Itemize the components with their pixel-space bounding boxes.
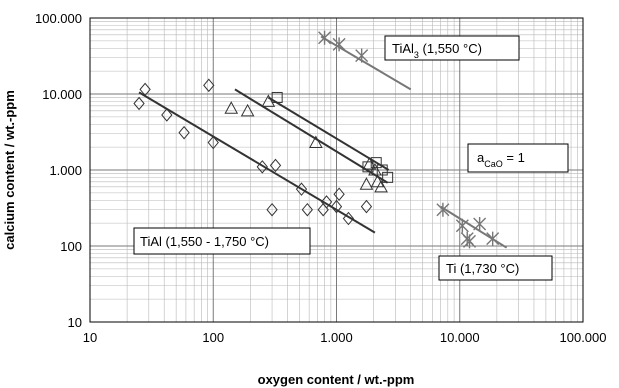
annotation-acao: aCaO = 1 [467, 143, 569, 173]
diamond-point [360, 199, 373, 214]
diamond-point [178, 125, 190, 140]
diamond-point [320, 195, 333, 209]
annotation-acao-box [467, 143, 569, 173]
annotation-acao-text: aCaO = 1 [477, 150, 525, 169]
x-tick-label: 100 [202, 330, 224, 345]
diamond-point [333, 187, 345, 202]
y-axis-title: calcium content / wt.-ppm [2, 90, 17, 250]
diamond-point [330, 199, 343, 214]
x-tick-label: 1.000 [320, 330, 353, 345]
x-tick-labels: 10 100 1.000 10.000 100.000 [83, 330, 607, 345]
y-tick-label: 10.000 [42, 87, 82, 102]
annotation-tial-box [133, 227, 311, 255]
star-point [486, 231, 500, 246]
triangle-point [240, 103, 255, 117]
diamond-point [161, 108, 173, 122]
x-tick-label: 100.000 [560, 330, 607, 345]
fit-line [267, 96, 390, 171]
annotation-tial3-text: TiAl3 (1,550 °C) [392, 41, 482, 60]
diamond-point [139, 82, 151, 97]
annotation-ti: Ti (1,730 °C) [438, 255, 553, 281]
triangle-point [224, 101, 239, 114]
fit-line [234, 88, 389, 184]
fit-line [138, 91, 376, 234]
plot-frame [89, 17, 584, 323]
annotation-ti-box [438, 255, 553, 281]
triangle-point [309, 135, 323, 149]
star-point [455, 218, 469, 233]
star-point [473, 216, 487, 231]
x-axis-title: oxygen content / wt.-ppm [258, 372, 415, 387]
diamond-point [269, 158, 282, 173]
diamond-point [256, 160, 268, 174]
y-tick-label: 10 [68, 315, 82, 330]
annotation-tial3: TiAl3 (1,550 °C) [384, 35, 520, 61]
square-point [382, 171, 394, 183]
triangle-point [362, 156, 377, 170]
data-points [133, 30, 500, 249]
annotation-tial3-box [384, 35, 520, 61]
y-tick-label: 1.000 [49, 163, 82, 178]
diamond-point [266, 202, 278, 217]
star-point [332, 37, 346, 52]
star-point [463, 234, 477, 249]
square-point [370, 157, 382, 169]
square-point [271, 91, 283, 103]
square-point [362, 161, 374, 173]
star-point [318, 30, 332, 45]
diamond-point [203, 78, 215, 93]
diamond-point [207, 135, 219, 150]
diamond-point [295, 182, 308, 196]
annotation-tial: TiAl (1,550 - 1,750 °C) [133, 227, 311, 255]
triangle-point [374, 179, 388, 193]
star-point [355, 48, 369, 63]
diamond-point [301, 202, 313, 217]
y-tick-labels: 10 100 1.000 10.000 100.000 [35, 11, 82, 330]
diamond-point [342, 211, 355, 226]
diamond-point [133, 96, 145, 111]
fit-line [320, 35, 412, 91]
star-point [436, 202, 450, 217]
x-tick-label: 10 [83, 330, 97, 345]
x-tick-label: 10.000 [440, 330, 480, 345]
triangle-point [261, 94, 276, 107]
triangle-point [368, 162, 382, 176]
y-tick-label: 100 [60, 239, 82, 254]
annotation-ti-text: Ti (1,730 °C) [446, 261, 519, 276]
y-tick-label: 100.000 [35, 11, 82, 26]
annotation-tial-text: TiAl (1,550 - 1,750 °C) [140, 234, 269, 249]
triangle-point [359, 177, 374, 190]
